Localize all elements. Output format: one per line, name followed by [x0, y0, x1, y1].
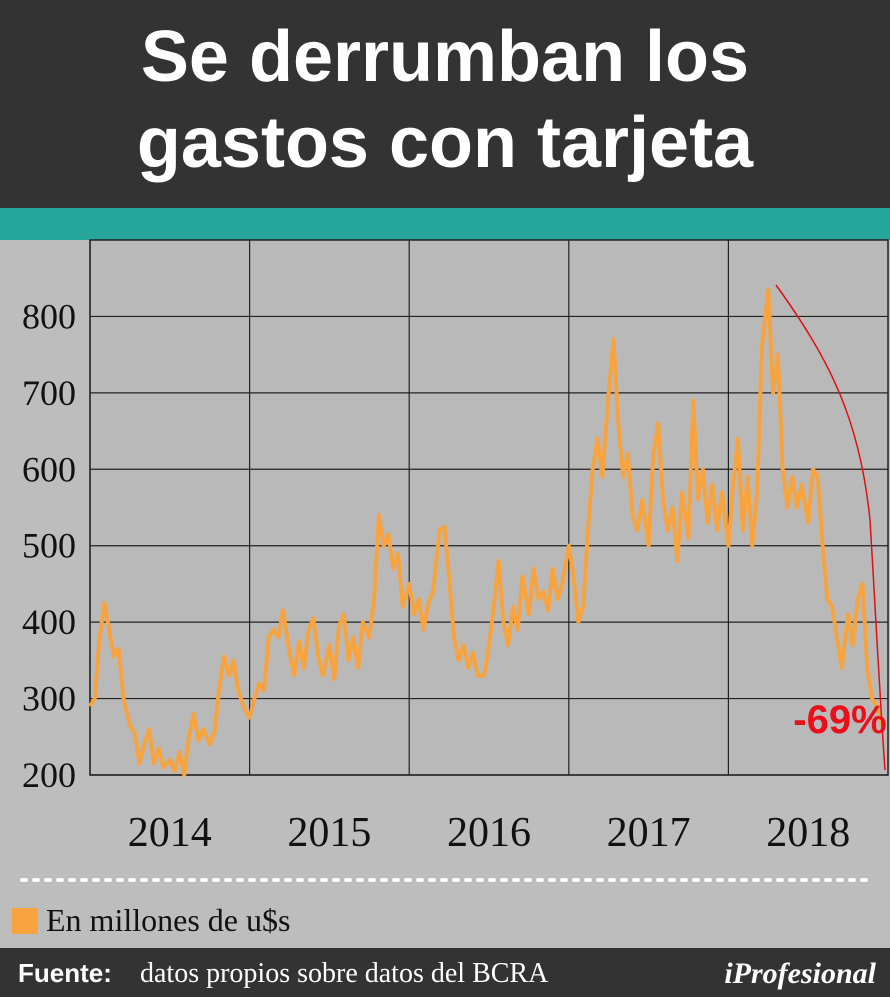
y-tick-label: 800	[22, 296, 76, 336]
title-box: Se derrumban los gastos con tarjeta	[136, 17, 754, 183]
legend-swatch	[12, 908, 38, 934]
brand-logo: iProfesional	[724, 957, 876, 990]
legend-label: En millones de u$s	[46, 902, 290, 938]
y-tick-label: 300	[22, 679, 76, 719]
data-line	[88, 287, 886, 777]
decline-curve	[775, 284, 886, 771]
x-tick-label: 2014	[128, 810, 212, 856]
y-tick-label: 600	[22, 449, 76, 489]
chart-title: Se derrumban los gastos con tarjeta	[136, 17, 754, 183]
y-tick-label: 200	[22, 755, 76, 795]
y-tick-label: 700	[22, 373, 76, 413]
annotation: -69%	[793, 698, 886, 742]
y-tick-label: 500	[22, 526, 76, 566]
x-tick-label: 2016	[447, 810, 531, 856]
x-tick-label: 2018	[766, 810, 850, 856]
header	[0, 0, 890, 208]
y-tick-label: 400	[22, 602, 76, 642]
x-tick-label: 2015	[287, 810, 371, 856]
footer	[0, 948, 890, 997]
source-label: Fuente:	[18, 958, 112, 988]
x-tick-label: 2017	[607, 810, 691, 856]
teal-band	[0, 208, 890, 240]
source-text: datos propios sobre datos del BCRA	[140, 958, 549, 989]
